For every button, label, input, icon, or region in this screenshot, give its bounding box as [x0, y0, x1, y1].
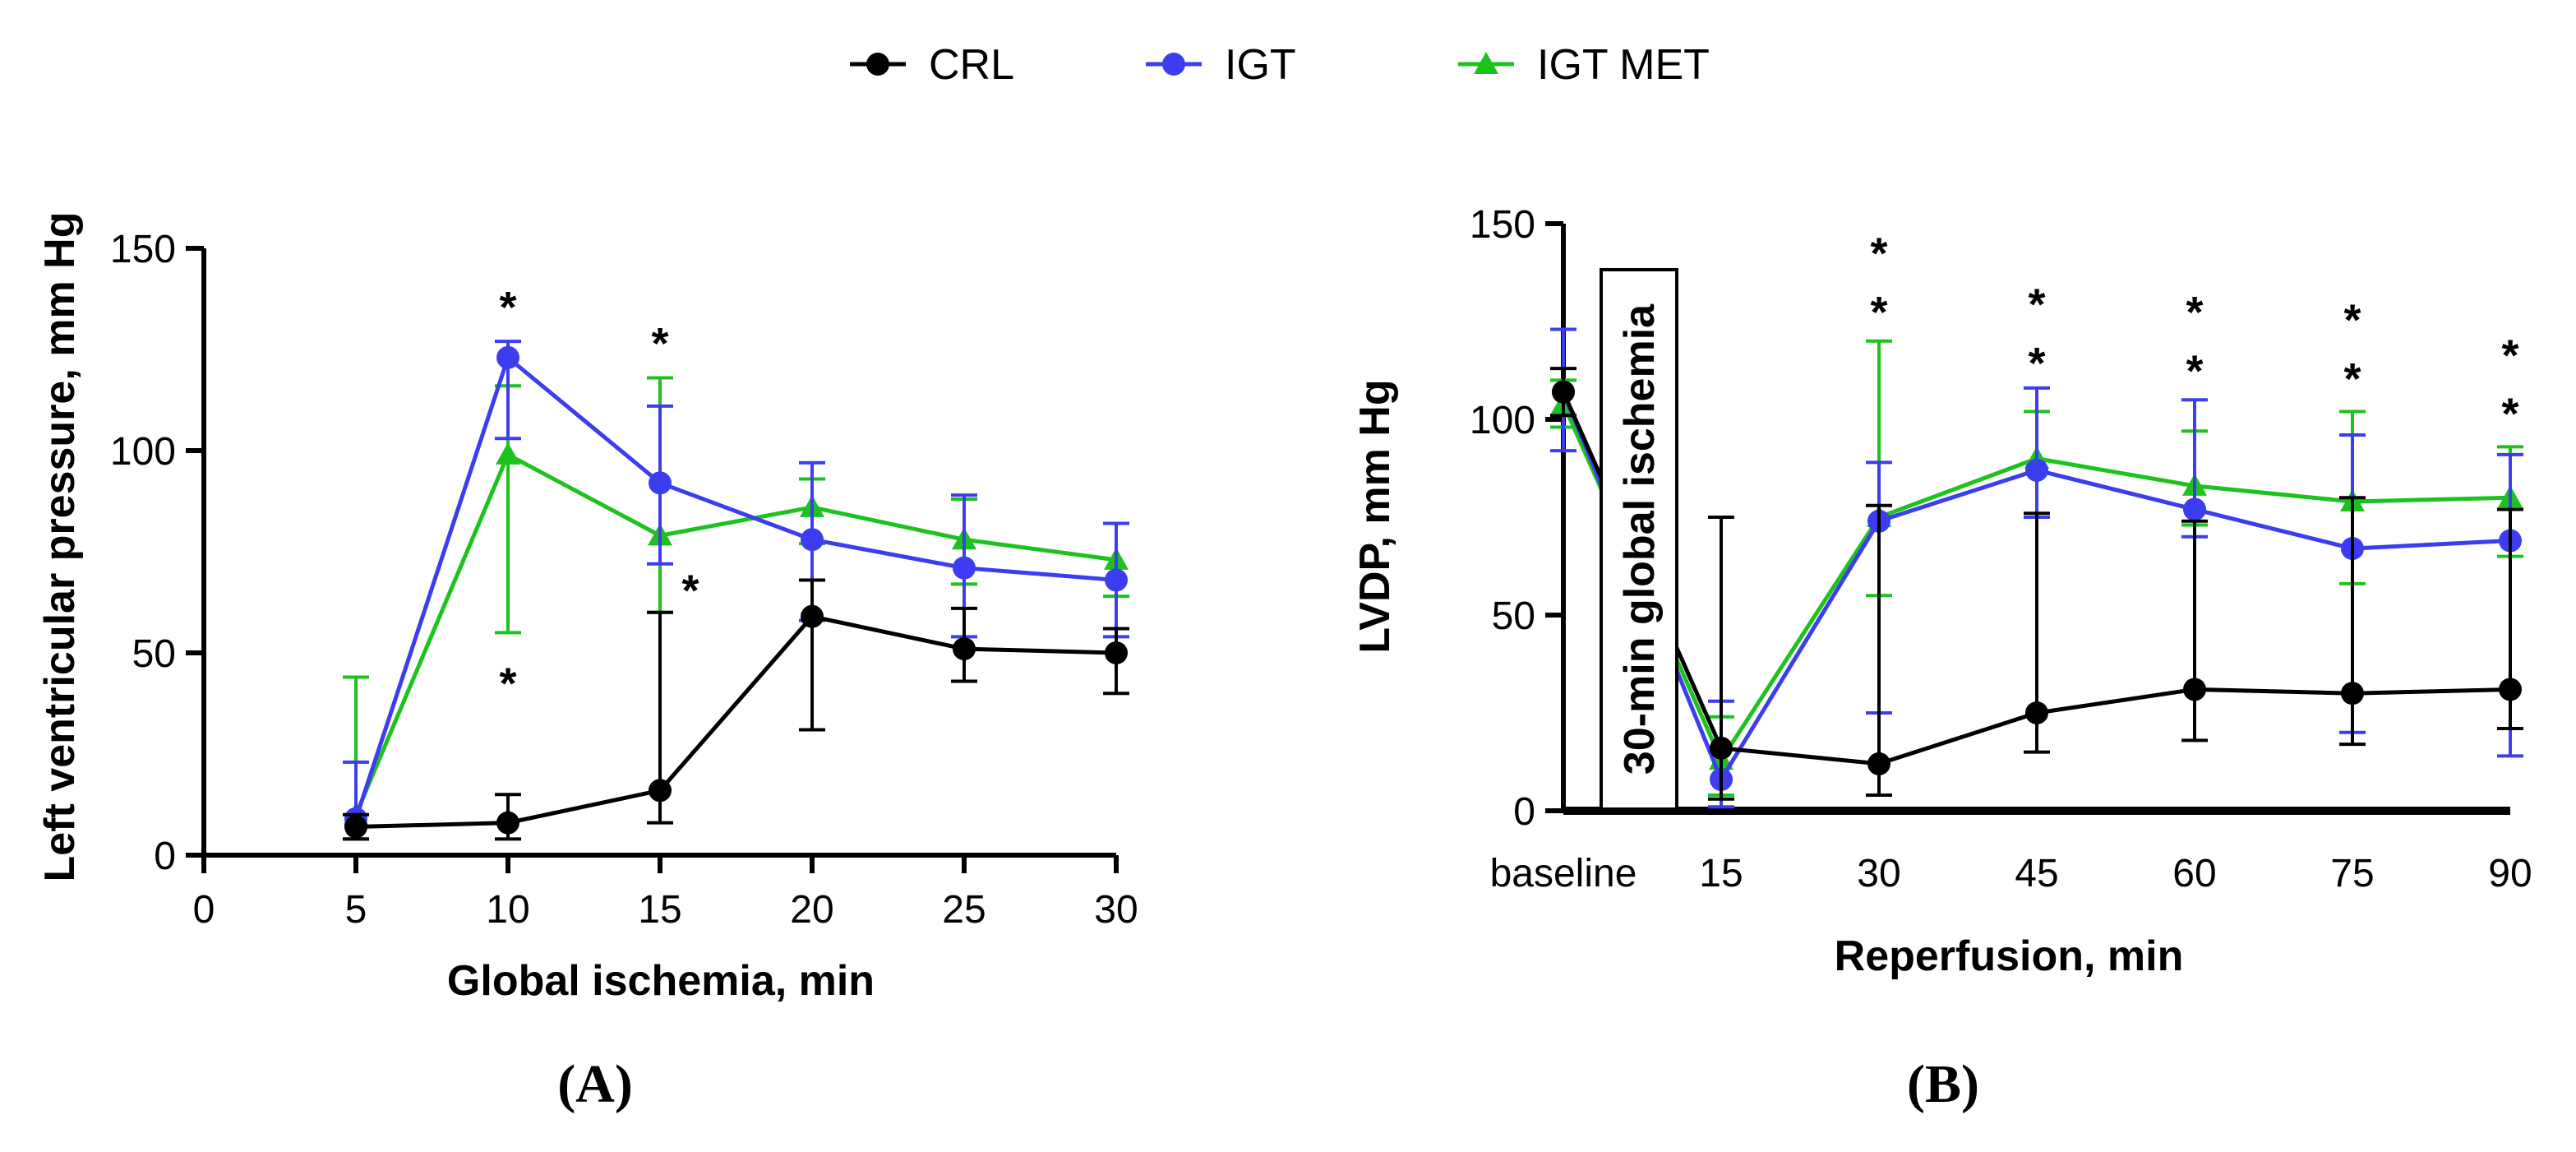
legend: CRL IGT IGT MET: [850, 41, 1710, 89]
panel-b-y-axis-title: LVDP, mm Hg: [1351, 379, 1399, 653]
data-point: [1867, 752, 1890, 775]
panel-b-x-tick-label-2: 30: [1857, 852, 1900, 895]
panel-a-y-tick-label-100: 100: [110, 430, 176, 474]
panel-b-x-tick-label-6: 90: [2488, 852, 2532, 895]
panel-b-y-tick-label-100: 100: [1470, 399, 1535, 442]
data-point: [2183, 678, 2206, 701]
legend-label-0: CRL: [929, 41, 1014, 89]
data-point: [2341, 682, 2364, 706]
panel-b-significance-star-3: *: [2028, 339, 2045, 388]
panel-a-x-axis-title: Global ischemia, min: [447, 957, 875, 1005]
panel-b-significance-star-0: *: [1870, 229, 1887, 279]
series-line: [353, 354, 1117, 820]
data-point: [649, 471, 672, 495]
legend-marker-1: [1162, 53, 1185, 76]
data-point: [1105, 641, 1128, 664]
panel-a-y-tick-label-50: 50: [132, 632, 176, 676]
series-line: [355, 613, 1117, 830]
data-point: [344, 815, 367, 839]
panel-a-significance-star-3: *: [681, 566, 699, 615]
panel-a-x-tick-label-6: 30: [1094, 888, 1138, 932]
ischemia-label: 30-min global ischemia: [1616, 303, 1664, 775]
panel-a-significance-star-2: *: [651, 319, 668, 368]
panel-a-series-igt-met: [343, 376, 1129, 841]
panel-a-significance-star-0: *: [499, 283, 516, 332]
panel-b-x-tick-label-3: 45: [2015, 852, 2058, 895]
panel-b-significance-star-2: *: [2028, 280, 2045, 329]
panel-a-x-tick-label-2: 10: [486, 888, 529, 932]
data-point: [2183, 497, 2206, 521]
panel-b-y-tick-label-150: 150: [1470, 203, 1535, 247]
panel-b-x-tick-label-0: baseline: [1490, 852, 1637, 895]
panel-b-x-tick-label-1: 15: [1699, 852, 1743, 895]
panel-b-significance-star-7: *: [2343, 354, 2361, 404]
panel-b-significance-star-4: *: [2186, 288, 2203, 337]
data-point: [2025, 701, 2048, 724]
legend-marker-2: [1474, 52, 1498, 74]
data-point: [1552, 380, 1575, 404]
panel-a-x-tick-label-0: 0: [193, 888, 215, 932]
data-point: [496, 442, 520, 465]
data-point: [2499, 678, 2522, 701]
legend-label-2: IGT MET: [1537, 41, 1710, 89]
panel-b-significance-star-1: *: [1870, 288, 1887, 337]
ischemia-box: [1600, 268, 1678, 811]
panel-a-x-tick-label-4: 20: [790, 888, 833, 932]
panel-a-x-tick-label-5: 25: [942, 888, 986, 932]
panel-a: Left ventricular pressure, mm Hg Global …: [36, 212, 1138, 1114]
panel-a-significance-star-1: *: [499, 659, 516, 709]
data-point: [1710, 736, 1733, 760]
panel-b-label: (B): [1907, 1054, 1979, 1114]
panel-b-series-crl: [1550, 367, 2523, 801]
panel-a-series-crl: [343, 578, 1129, 841]
panel-b-y-tick-label-50: 50: [1492, 595, 1535, 638]
data-point: [801, 528, 824, 552]
data-point: [953, 637, 976, 661]
panel-a-y-tick-label-0: 0: [154, 835, 176, 878]
panel-b-y-tick-label-0: 0: [1513, 790, 1535, 834]
panel-b: LVDP, mm Hg Reperfusion, min (B) 0 50 100 1…: [1351, 203, 2532, 1114]
panel-b-significance-star-6: *: [2343, 295, 2361, 345]
panel-a-y-tick-label-150: 150: [110, 228, 176, 271]
legend-label-1: IGT: [1225, 41, 1296, 89]
data-point: [496, 811, 519, 835]
panel-b-x-tick-label-5: 75: [2330, 852, 2374, 895]
panel-a-x-tick-label-3: 15: [638, 888, 681, 932]
data-point: [496, 345, 519, 369]
data-point: [649, 779, 672, 803]
data-point: [1105, 568, 1128, 592]
data-point: [801, 604, 824, 628]
data-point: [2025, 458, 2048, 482]
panel-a-series-igt: [343, 340, 1129, 841]
panel-b-x-tick-label-4: 60: [2172, 852, 2216, 895]
series-line: [353, 451, 1117, 816]
data-point: [953, 556, 976, 580]
panel-b-significance-star-8: *: [2501, 331, 2518, 380]
panel-a-label: (A): [557, 1054, 633, 1114]
panel-a-y-axis-title: Left ventricular pressure, mm Hg: [36, 212, 84, 882]
panel-b-x-axis-title: Reperfusion, min: [1835, 932, 2184, 980]
legend-marker-0: [866, 53, 889, 76]
panel-b-significance-star-5: *: [2186, 346, 2203, 396]
panel-a-x-tick-label-1: 5: [345, 888, 367, 932]
panel-b-significance-star-9: *: [2501, 390, 2518, 439]
